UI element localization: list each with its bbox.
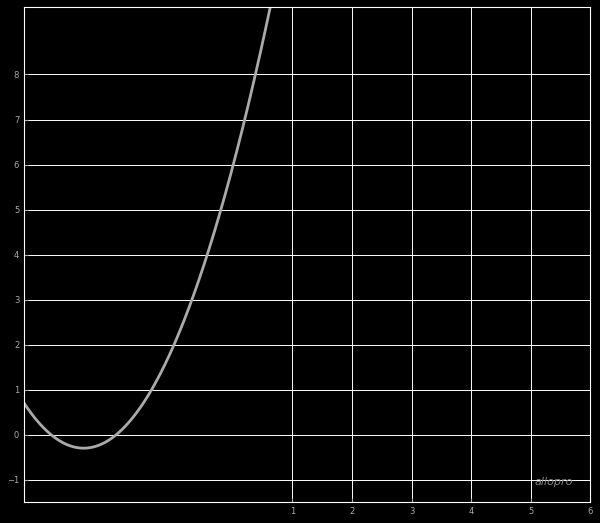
Text: allopro: allopro: [535, 477, 574, 487]
